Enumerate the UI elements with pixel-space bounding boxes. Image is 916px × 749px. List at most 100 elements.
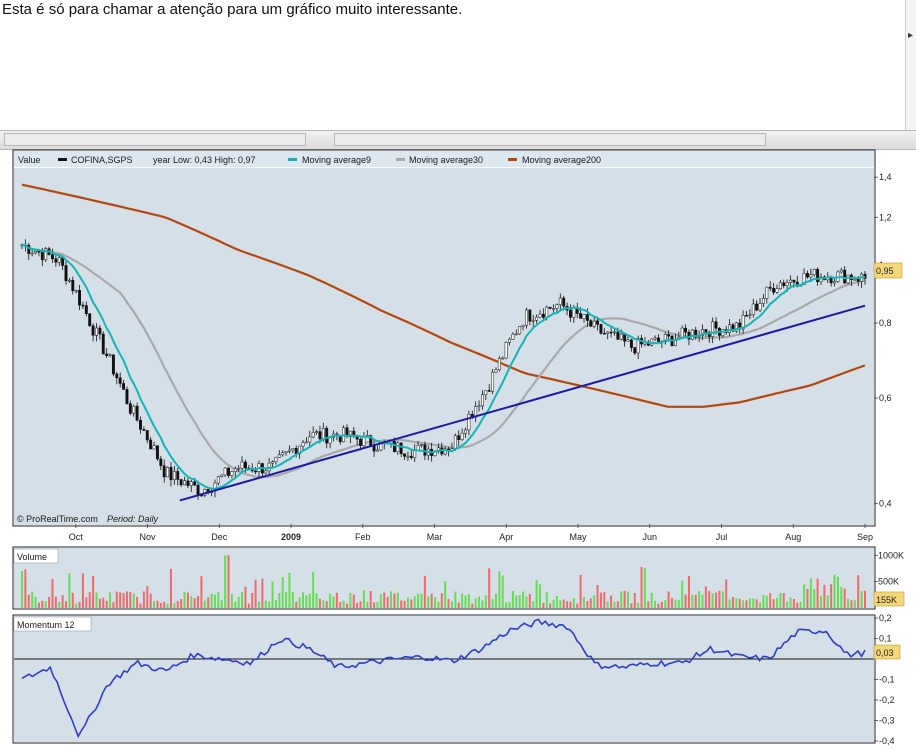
candle-body: [464, 429, 467, 434]
candle-body: [78, 290, 82, 306]
candle-body: [420, 444, 423, 446]
volume-bar: [654, 600, 657, 608]
stock-chart: Value COFINA,SGPS year Low: 0,43 High: 0…: [12, 149, 905, 746]
volume-bar: [257, 601, 260, 608]
volume-bar: [511, 590, 514, 608]
candle-body: [477, 405, 481, 408]
candle-body: [359, 438, 363, 446]
volume-title: Volume: [17, 552, 47, 562]
volume-bar: [691, 594, 694, 608]
candle-body: [572, 307, 576, 318]
candle-body: [541, 313, 545, 318]
volume-bar: [268, 601, 271, 608]
volume-bar: [98, 598, 101, 608]
volume-tick-label: 500K: [878, 577, 899, 587]
volume-bar: [342, 600, 345, 608]
volume-bar: [125, 591, 128, 608]
volume-bar: [153, 601, 156, 608]
candle-body: [271, 461, 274, 464]
toolbar-segment: [334, 133, 766, 146]
volume-bar: [765, 595, 768, 608]
candle-body: [484, 390, 488, 395]
candle-body: [545, 306, 549, 318]
candle-body: [91, 325, 95, 336]
volume-bar: [525, 596, 528, 608]
volume-bar: [620, 591, 623, 608]
volume-bar: [68, 573, 71, 608]
candle-body: [711, 321, 715, 337]
volume-bar: [274, 600, 277, 608]
volume-bar: [400, 600, 403, 608]
volume-bar: [396, 592, 399, 608]
candle-body: [240, 461, 244, 469]
volume-bar: [505, 602, 508, 608]
volume-bar: [803, 584, 806, 608]
candle-body: [792, 279, 796, 283]
volume-bar: [197, 596, 200, 608]
volume-bar: [721, 591, 724, 608]
candle-body: [149, 439, 153, 450]
volume-bar: [674, 599, 677, 608]
volume-bar: [434, 597, 437, 608]
volume-bar: [264, 600, 267, 608]
volume-bar: [312, 571, 315, 608]
volume-y-axis: 1000K 500K: [874, 550, 904, 587]
volume-bar: [183, 591, 186, 608]
candle-body: [27, 244, 31, 254]
volume-bar: [792, 598, 795, 608]
candle-body: [491, 371, 495, 392]
volume-bar: [583, 596, 585, 608]
candle-body: [789, 279, 792, 283]
month-tick-label: May: [570, 532, 588, 542]
legend-swatch-ma30: [396, 158, 405, 161]
candle-body: [531, 319, 535, 322]
momentum-title-box: [13, 616, 92, 632]
volume-bar: [650, 592, 653, 608]
candle-body: [301, 442, 305, 447]
volume-bar: [366, 601, 369, 608]
volume-bar: [643, 568, 646, 608]
candle-body: [816, 269, 820, 282]
ma30-line: [21, 243, 866, 479]
volume-bar: [572, 598, 575, 608]
period-label: Period: Daily: [107, 514, 159, 524]
legend-entry-ma9: Moving average9: [302, 155, 371, 165]
volume-bar: [54, 596, 57, 608]
candle-body: [230, 471, 234, 476]
volume-bar: [715, 592, 718, 608]
last-momentum-value: 0,03: [876, 648, 894, 658]
candle-body: [579, 313, 583, 319]
volume-bar: [163, 601, 166, 608]
volume-bar: [224, 555, 227, 608]
volume-bar: [41, 600, 44, 608]
candle-body: [812, 269, 816, 275]
volume-bar: [241, 592, 244, 608]
candle-body: [714, 321, 718, 329]
volume-bar: [633, 593, 636, 608]
value-label: Value: [18, 155, 40, 165]
candle-body: [538, 313, 542, 318]
volume-bar: [159, 602, 162, 608]
volume-bar: [234, 601, 237, 608]
candle-body: [71, 279, 75, 291]
volume-bar: [478, 596, 481, 608]
legend-bar: [14, 151, 874, 167]
candle-body: [684, 327, 688, 333]
momentum-y-axis: 0,2 0,1 -0,1 -0,2 -0,3 -0,4: [874, 613, 895, 746]
volume-bar: [122, 592, 125, 608]
volume-bar: [627, 591, 630, 608]
volume-bar: [748, 598, 751, 608]
volume-bar: [227, 555, 230, 608]
candle-body: [856, 278, 860, 282]
volume-bar: [386, 597, 389, 608]
volume-bar: [522, 591, 525, 608]
candle-body: [193, 481, 197, 486]
last-momentum-badge: [873, 644, 901, 660]
candle-body: [264, 470, 268, 474]
candle-body: [64, 265, 68, 281]
candle-body: [139, 419, 142, 430]
candle-body: [548, 306, 552, 309]
volume-bar: [447, 598, 450, 608]
candle-body: [751, 303, 755, 316]
volume-bar: [755, 599, 758, 608]
